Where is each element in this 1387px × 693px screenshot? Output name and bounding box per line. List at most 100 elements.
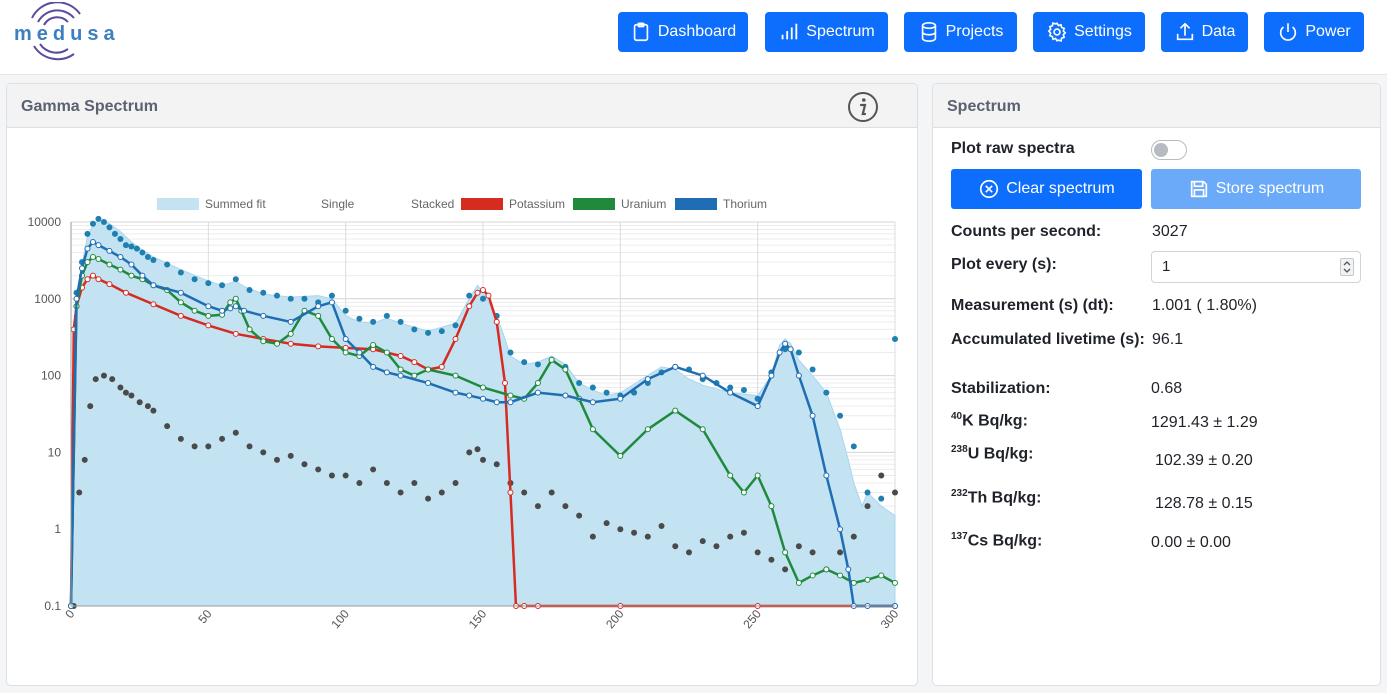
series-marker-uranium xyxy=(768,503,775,510)
spectrum-settings-body: Plot raw spectra Clear spectrum Store sp… xyxy=(933,128,1382,687)
series-marker-thorium xyxy=(466,392,473,399)
legend-swatch[interactable] xyxy=(573,198,615,210)
x-tick-label: 250 xyxy=(740,607,764,632)
data-point xyxy=(466,292,473,299)
series-marker-thorium xyxy=(782,340,789,347)
series-marker-potassium xyxy=(106,281,113,288)
legend-swatch[interactable] xyxy=(461,198,503,210)
plot-raw-toggle[interactable] xyxy=(1151,140,1187,160)
clear-spectrum-button[interactable]: Clear spectrum xyxy=(951,169,1142,209)
series-marker-thorium xyxy=(260,312,267,319)
series-marker-uranium xyxy=(878,572,885,579)
series-marker-thorium xyxy=(150,282,157,289)
plot-every-stepper[interactable] xyxy=(1340,258,1354,276)
legend-label[interactable]: Summed fit xyxy=(205,197,266,211)
x-tick-label: 0 xyxy=(62,607,77,621)
series-marker-thorium xyxy=(823,472,830,479)
series-marker-potassium xyxy=(84,276,91,283)
data-point xyxy=(383,479,390,486)
data-point xyxy=(878,495,885,502)
data-point xyxy=(672,543,679,550)
k40-label: 40K Bq/kg: xyxy=(951,411,1028,430)
data-point xyxy=(274,292,280,299)
u238-value: 102.39 ± 0.20 xyxy=(1155,452,1253,469)
power-icon xyxy=(1280,23,1297,41)
data-point xyxy=(644,533,651,540)
series-marker-uranium xyxy=(227,299,234,306)
store-spectrum-button[interactable]: Store spectrum xyxy=(1151,169,1361,209)
data-point xyxy=(727,533,734,540)
plot-every-input[interactable]: 1 xyxy=(1151,251,1361,283)
legend-swatch[interactable] xyxy=(675,198,717,210)
series-marker-thorium xyxy=(128,261,135,268)
legend-label[interactable]: Stacked xyxy=(411,197,454,211)
nav-settings-label: Settings xyxy=(1074,23,1132,40)
data-point xyxy=(164,423,171,430)
series-marker-thorium xyxy=(315,303,322,310)
series-marker-thorium xyxy=(397,372,404,379)
series-marker-potassium xyxy=(485,292,492,299)
th232-isotope: 232 xyxy=(951,488,968,499)
series-marker-thorium xyxy=(84,245,91,252)
series-marker-thorium xyxy=(644,376,651,383)
data-point xyxy=(534,361,541,368)
series-marker-thorium xyxy=(95,242,102,249)
series-marker-thorium xyxy=(328,299,335,306)
nav-spectrum-button[interactable]: Spectrum xyxy=(765,12,888,52)
data-point xyxy=(603,520,610,527)
series-marker-uranium xyxy=(740,489,747,496)
nav-power-button[interactable]: Power xyxy=(1264,12,1364,52)
series-marker-thorium xyxy=(117,254,124,261)
k40-isotope: 40 xyxy=(951,411,963,422)
data-point xyxy=(287,452,294,459)
legend-label[interactable]: Potassium xyxy=(509,197,565,211)
data-point xyxy=(128,243,135,250)
nav-dashboard-button[interactable]: Dashboard xyxy=(618,12,748,52)
nav-data-button[interactable]: Data xyxy=(1161,12,1248,52)
nav-settings-button[interactable]: Settings xyxy=(1033,12,1145,52)
nav-projects-label: Projects xyxy=(945,23,1004,40)
data-point xyxy=(370,318,377,325)
data-point xyxy=(87,403,94,410)
cs137-value: 0.00 ± 0.00 xyxy=(1151,534,1231,551)
stabilization-label: Stabilization: xyxy=(951,380,1051,397)
nav-power-label: Power xyxy=(1305,23,1351,40)
medusa-logo[interactable]: medusa xyxy=(12,2,122,64)
data-point xyxy=(81,456,88,463)
series-marker-thorium xyxy=(425,380,432,387)
series-marker-uranium xyxy=(452,372,459,379)
legend-swatch[interactable] xyxy=(157,198,199,210)
u238-label-text: U Bq/kg: xyxy=(967,445,1034,463)
series-marker-thorium xyxy=(139,272,146,279)
top-navbar: medusa Dashboard Spectrum Projects Setti… xyxy=(0,0,1387,75)
data-point xyxy=(740,386,747,393)
legend-label[interactable]: Thorium xyxy=(723,197,767,211)
cs137-label: 137Cs Bq/kg: xyxy=(951,531,1042,550)
series-marker-thorium xyxy=(493,399,500,406)
data-point xyxy=(139,249,146,256)
data-point xyxy=(95,215,102,222)
legend-label[interactable]: Single xyxy=(321,197,355,211)
summed-fit-area xyxy=(70,219,896,607)
series-marker-thorium xyxy=(177,289,184,296)
data-point xyxy=(84,230,91,237)
data-point xyxy=(342,307,349,314)
cps-value: 3027 xyxy=(1152,223,1188,240)
series-marker-uranium xyxy=(480,384,486,391)
series-marker-potassium xyxy=(315,343,322,350)
data-point xyxy=(92,376,99,383)
legend-label[interactable]: Uranium xyxy=(621,197,666,211)
data-point xyxy=(631,529,638,536)
nav-projects-button[interactable]: Projects xyxy=(904,12,1017,52)
series-marker-uranium xyxy=(850,579,857,586)
gamma-spectrum-chart[interactable]: 0.1 1 10 100 1000 10000 0 50 100 150 200 250 300 Summ… xyxy=(7,128,917,688)
series-marker-uranium xyxy=(727,472,734,479)
data-point xyxy=(713,543,720,550)
data-point xyxy=(452,479,459,486)
info-icon[interactable] xyxy=(847,91,879,123)
data-point xyxy=(589,533,596,540)
series-marker-uranium xyxy=(260,338,267,345)
data-point xyxy=(466,449,473,456)
series-marker-thorium xyxy=(452,389,459,396)
series-marker-thorium xyxy=(356,349,363,356)
